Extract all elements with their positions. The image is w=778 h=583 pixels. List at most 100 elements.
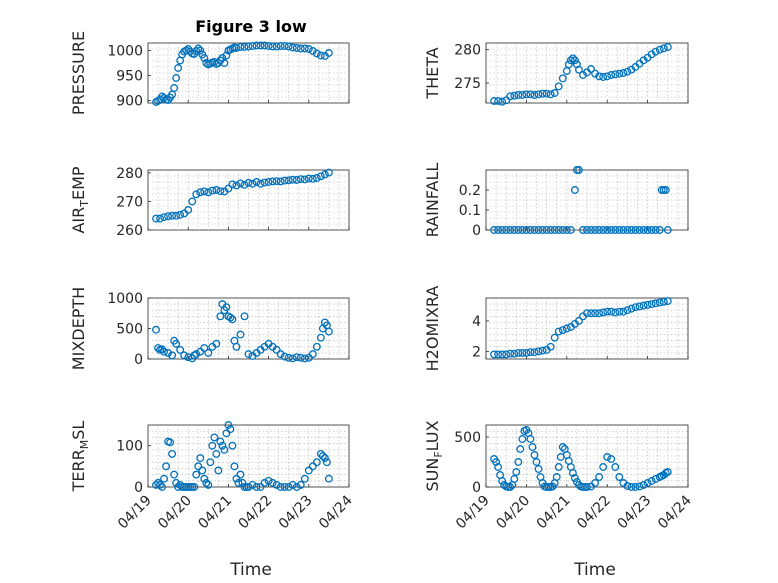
data-point [292, 483, 301, 491]
data-point [506, 483, 515, 491]
data-point [663, 43, 672, 51]
data-point [554, 463, 563, 471]
data-point [308, 174, 317, 183]
data-point [498, 350, 507, 359]
data-point [651, 226, 660, 234]
x-tick-label: 04/20 [155, 493, 195, 533]
y-axis-label: SUNFLUX [423, 420, 445, 491]
data-point [312, 174, 321, 182]
data-point [518, 226, 527, 234]
data-point [160, 347, 169, 356]
data-point [518, 348, 527, 357]
data-point [570, 474, 579, 482]
data-point [558, 326, 567, 334]
y-tick-label: 0 [134, 352, 143, 368]
data-point [268, 478, 277, 487]
data-point [574, 65, 583, 74]
data-point [204, 188, 213, 197]
data-point [647, 226, 656, 234]
subplot-2: 275 280 THETA [423, 42, 689, 106]
data-point [583, 226, 591, 234]
data-point [304, 45, 313, 53]
data-point [300, 474, 309, 483]
data-point [252, 483, 261, 491]
data-point [550, 89, 559, 97]
data-point [218, 54, 227, 62]
data-point [324, 49, 333, 57]
data-point [490, 226, 499, 234]
data-point [196, 454, 205, 463]
data-point [599, 226, 608, 234]
data-point [568, 469, 577, 477]
data-point [226, 313, 235, 322]
data-point [222, 429, 231, 438]
data-point [232, 44, 241, 52]
data-point [627, 483, 636, 491]
data-point [212, 449, 221, 458]
data-point [607, 226, 616, 234]
data-point [498, 226, 507, 234]
data-point [550, 226, 559, 234]
data-point [316, 51, 325, 60]
data-point [304, 174, 313, 183]
data-point [611, 308, 620, 317]
subplot-5: 0 500 1000 MIXDEPTH [69, 287, 350, 370]
data-point [324, 474, 333, 483]
data-point [603, 226, 612, 234]
data-point [643, 479, 652, 487]
data-point [292, 44, 301, 52]
data-point [154, 97, 162, 105]
data-point [514, 226, 523, 234]
y-tick-label: 2 [472, 344, 481, 360]
data-point [296, 44, 305, 53]
data-point [619, 69, 628, 77]
data-point [204, 480, 213, 489]
data-point [200, 344, 209, 352]
y-axis-label: PRESSURE [69, 31, 88, 115]
subplot-3: 260 270 280 AIRTEMP [69, 166, 350, 239]
data-point [222, 303, 231, 312]
data-point [635, 482, 644, 491]
data-point [160, 474, 169, 483]
data-point [607, 455, 616, 463]
data-point [534, 90, 543, 99]
subplot-6: 2 4 H2OMIXRA [423, 286, 689, 371]
data-point [574, 316, 583, 325]
data-point [522, 348, 531, 357]
data-point [182, 46, 191, 55]
chart-title: Figure 3 low [195, 17, 307, 36]
data-point [526, 90, 535, 99]
data-point [288, 43, 297, 52]
y-tick-label: 260 [116, 223, 143, 239]
data-point [154, 344, 162, 352]
data-point [530, 91, 539, 99]
data-point [595, 473, 604, 481]
y-axis-label-subscript: M [78, 440, 91, 450]
data-point [228, 315, 237, 324]
data-point [222, 51, 231, 60]
data-point [639, 481, 648, 489]
data-point [272, 345, 281, 354]
data-point [591, 226, 600, 234]
data-point [216, 187, 225, 196]
data-point [204, 348, 213, 357]
data-point [234, 478, 243, 487]
data-point [228, 180, 237, 189]
data-point [550, 333, 559, 342]
data-point [583, 483, 591, 491]
data-point [568, 54, 577, 63]
data-point [611, 70, 620, 79]
y-axis-label: TERRMSL [69, 421, 91, 493]
data-point [639, 226, 648, 234]
data-point [558, 226, 567, 234]
data-point [190, 483, 199, 491]
data-point [494, 463, 503, 471]
data-point [226, 425, 235, 434]
data-point [528, 443, 537, 451]
data-point [172, 339, 181, 348]
data-point [284, 353, 293, 362]
data-point [599, 463, 608, 471]
data-point [494, 97, 503, 105]
data-point [196, 188, 205, 197]
data-point [284, 483, 293, 491]
